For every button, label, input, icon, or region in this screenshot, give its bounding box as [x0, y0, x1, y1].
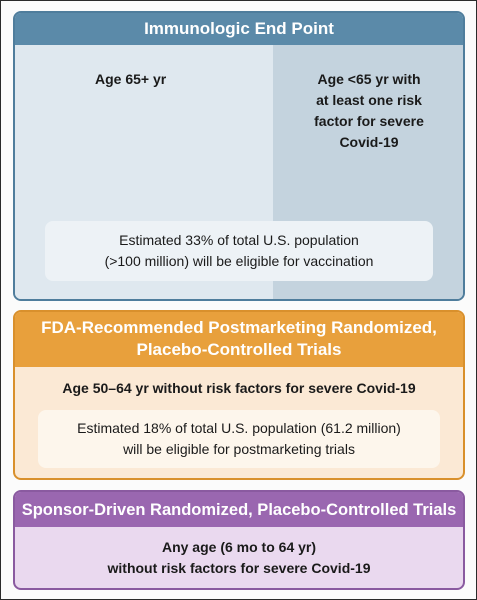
any-age-line: without risk factors for severe Covid-19 — [107, 560, 371, 576]
immunologic-header: Immunologic End Point — [15, 13, 463, 45]
immunologic-title: Immunologic End Point — [144, 19, 334, 38]
fda-title: FDA-Recommended Postmarketing Randomized… — [15, 317, 463, 361]
eligibility-estimate-18: Estimated 18% of total U.S. population (… — [38, 410, 440, 468]
age-under-65-label: Age <65 yr with at least one risk factor… — [273, 69, 463, 153]
fda-title-line: FDA-Recommended Postmarketing Randomized… — [41, 318, 437, 337]
age-50-64-label: Age 50–64 yr without risk factors for se… — [62, 380, 416, 396]
sponsor-driven-panel: Sponsor-Driven Randomized, Placebo-Contr… — [13, 490, 465, 590]
age-under-65-line: factor for severe — [314, 113, 424, 129]
age-under-65-line: Covid-19 — [339, 134, 399, 150]
age-under-65-line: Age <65 yr with — [317, 71, 421, 87]
age-under-65-line: at least one risk — [316, 92, 422, 108]
note-line: (>100 million) will be eligible for vacc… — [104, 253, 374, 269]
age-65-plus-label: Age 65+ yr — [95, 71, 167, 87]
sponsor-title: Sponsor-Driven Randomized, Placebo-Contr… — [21, 501, 457, 519]
immunologic-end-point-panel: Immunologic End Point Age 65+ yr Age <65… — [13, 11, 465, 301]
note-line: Estimated 33% of total U.S. population — [119, 232, 359, 248]
sponsor-header: Sponsor-Driven Randomized, Placebo-Contr… — [15, 492, 463, 527]
fda-postmarketing-panel: FDA-Recommended Postmarketing Randomized… — [13, 310, 465, 480]
fda-title-line: Placebo-Controlled Trials — [136, 340, 342, 359]
fda-header: FDA-Recommended Postmarketing Randomized… — [15, 312, 463, 367]
note-line: Estimated 18% of total U.S. population (… — [77, 420, 401, 436]
eligibility-estimate-33: Estimated 33% of total U.S. population (… — [45, 221, 433, 281]
any-age-line: Any age (6 mo to 64 yr) — [161, 539, 317, 555]
note-line: will be eligible for postmarketing trial… — [123, 441, 355, 457]
any-age-label: Any age (6 mo to 64 yr) without risk fac… — [15, 537, 463, 579]
